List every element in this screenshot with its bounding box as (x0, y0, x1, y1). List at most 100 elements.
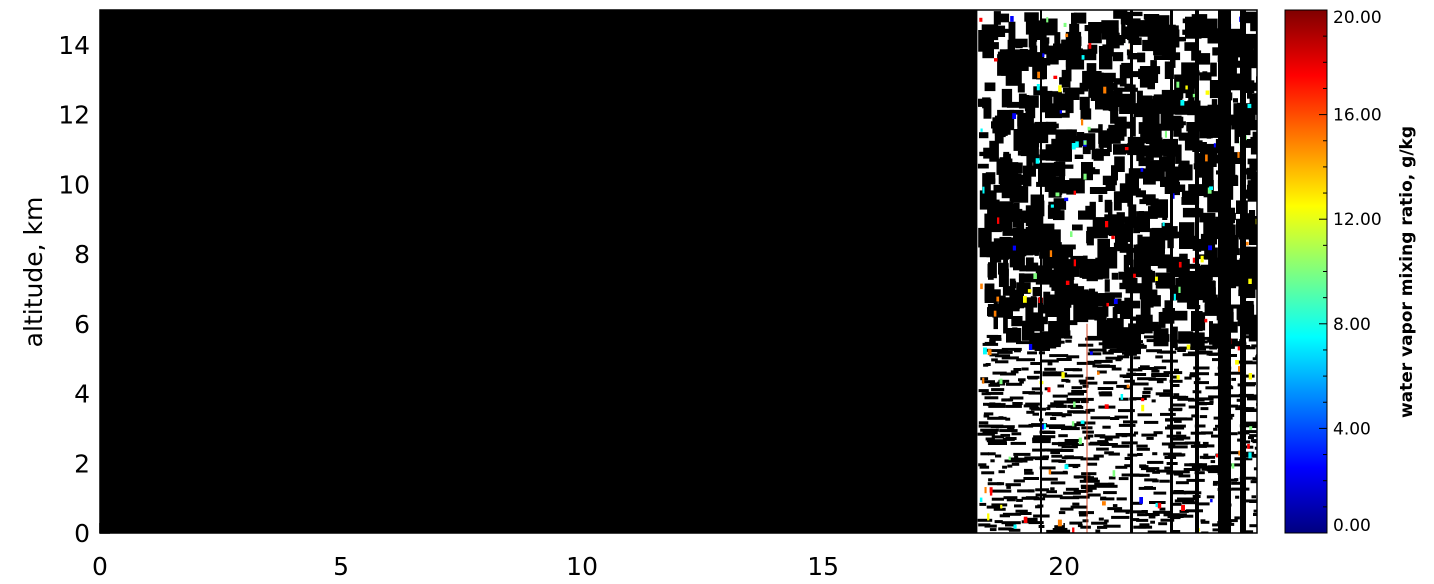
data-cell (1056, 358, 1072, 361)
data-cell (1140, 167, 1144, 172)
data-cell (1124, 464, 1133, 468)
data-cell (1130, 510, 1145, 514)
data-cell (1170, 530, 1181, 533)
data-cell (1141, 269, 1153, 291)
data-cell (1049, 471, 1068, 475)
data-cell (1232, 282, 1244, 287)
data-cell (1079, 479, 1100, 483)
data-cell (1013, 295, 1020, 309)
data-column (1195, 10, 1199, 533)
data-cell (1256, 486, 1257, 490)
data-cell (1120, 14, 1131, 25)
data-cell (1086, 489, 1093, 493)
data-cell (1236, 218, 1241, 238)
data-cell (989, 266, 996, 271)
data-cell (991, 497, 1004, 501)
data-cell (1208, 352, 1218, 356)
data-cell (1083, 291, 1098, 312)
data-cell (997, 201, 1014, 222)
data-cell (1079, 381, 1098, 385)
data-cell (1149, 228, 1155, 242)
colorbar-title: water vapor mixing ratio, g/kg (1397, 126, 1417, 418)
data-cell (1125, 283, 1143, 294)
data-cell (1188, 405, 1200, 409)
data-cell (1066, 187, 1076, 195)
data-cell (1163, 44, 1172, 51)
data-cell (1197, 397, 1214, 401)
data-cell (1105, 221, 1109, 228)
data-cell (1121, 23, 1126, 44)
data-cell (1186, 287, 1199, 309)
data-cell (1053, 267, 1065, 288)
data-cell (1058, 443, 1066, 447)
data-cell (1248, 278, 1252, 284)
data-cell (1209, 186, 1213, 190)
data-cell (1089, 201, 1096, 220)
data-cell (1159, 479, 1170, 483)
data-cell (1009, 109, 1024, 115)
data-cell (1005, 63, 1022, 86)
data-cell (1141, 433, 1158, 437)
data-cell (1054, 32, 1061, 51)
data-cell (1234, 516, 1240, 520)
data-cell (1003, 151, 1010, 159)
data-cell (1047, 362, 1053, 366)
data-cell (1111, 235, 1115, 240)
data-cell (1171, 470, 1190, 474)
data-cell (1053, 161, 1066, 177)
data-cell (1132, 382, 1149, 386)
data-cell (1115, 358, 1122, 362)
data-cell (1099, 76, 1114, 94)
data-cell (977, 518, 993, 522)
data-cell (1086, 226, 1094, 246)
data-cell (1191, 465, 1211, 469)
data-cell (1033, 273, 1037, 279)
data-cell (987, 335, 1002, 338)
data-cell (1197, 238, 1202, 252)
data-cell (1226, 341, 1247, 345)
data-cell (1022, 250, 1034, 256)
plot-frame (99, 9, 1258, 534)
data-cell (1135, 190, 1146, 198)
data-cell (1059, 77, 1067, 85)
data-cell (1091, 263, 1104, 269)
data-cell (1207, 339, 1226, 343)
data-cell (999, 378, 1003, 385)
data-cell (984, 286, 990, 293)
data-cell (1024, 468, 1033, 472)
data-cell (1099, 393, 1113, 397)
data-cell (1189, 372, 1209, 376)
data-cell (1155, 355, 1163, 359)
data-cell (1058, 434, 1068, 438)
data-cell (1133, 217, 1140, 234)
data-cell (1124, 147, 1129, 151)
data-cell (1002, 286, 1012, 296)
data-cell (1016, 341, 1032, 345)
data-cell (1213, 28, 1222, 38)
data-cell (1065, 463, 1081, 467)
data-column (1170, 10, 1173, 533)
data-cell (1054, 449, 1074, 452)
data-cell (1239, 424, 1256, 428)
data-cell (1077, 524, 1083, 528)
data-cell (1025, 301, 1034, 323)
data-cell (1127, 368, 1143, 372)
data-cell (1139, 523, 1150, 527)
data-cell (1167, 515, 1184, 518)
data-cell (1200, 312, 1206, 331)
data-cell (981, 471, 995, 475)
data-cell (1139, 473, 1144, 477)
data-cell (1013, 129, 1025, 151)
data-cell (1245, 33, 1257, 49)
data-cell (1088, 43, 1092, 49)
data-cell (992, 199, 1000, 221)
data-cell (1230, 152, 1245, 164)
data-cell (1098, 484, 1118, 488)
data-cell (1065, 339, 1072, 343)
data-cell (1118, 409, 1135, 413)
data-cell (1251, 495, 1257, 499)
data-cell (1083, 397, 1094, 401)
data-cell (1079, 49, 1097, 61)
data-cell (983, 147, 991, 159)
data-cell (1023, 516, 1028, 523)
